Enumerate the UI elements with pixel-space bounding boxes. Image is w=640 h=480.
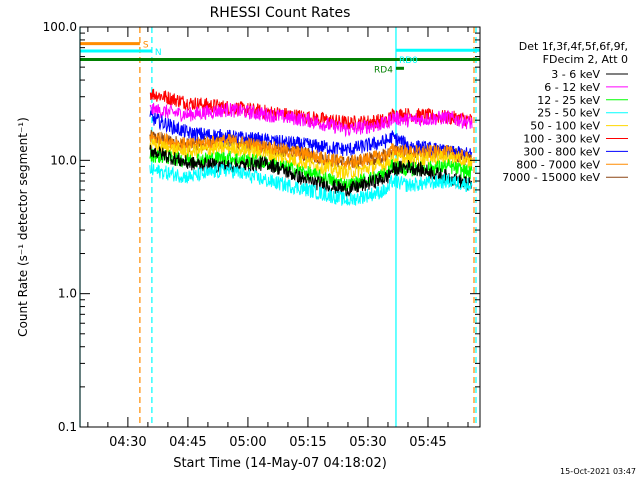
flag-label-RD0: RD0	[399, 56, 418, 66]
series-line-800-7000keV	[149, 131, 473, 171]
series-line-6-12keV	[149, 102, 473, 138]
legend-entry-label: 7000 - 15000 keV	[502, 171, 600, 184]
timestamp: 15-Oct-2021 03:47	[560, 467, 636, 476]
chart-title: RHESSI Count Rates	[210, 5, 351, 21]
x-tick-label: 04:45	[169, 435, 206, 450]
y-tick-label: 1.0	[58, 287, 77, 301]
x-tick-label: 05:45	[409, 435, 446, 450]
x-tick-label: 05:15	[289, 435, 326, 450]
x-tick-label: 05:00	[229, 435, 266, 450]
flag-bars: SN RD0 RD4	[80, 41, 480, 75]
y-axis-label: Count Rate (s⁻¹ detector segment⁻¹)	[16, 117, 30, 337]
series-line-25-50keV	[149, 162, 473, 207]
flag-label-RD4: RD4	[374, 65, 393, 75]
y-tick-label: 10.0	[50, 153, 77, 167]
legend-entry-label: 3 - 6 keV	[551, 68, 600, 81]
legend-entry-label: 300 - 800 keV	[523, 145, 600, 158]
legend-entry-label: 6 - 12 keV	[544, 81, 600, 94]
legend-entry-label: 50 - 100 keV	[530, 120, 600, 133]
vertical-marker-lines	[79, 27, 477, 427]
series-line-100-300keV	[149, 88, 473, 130]
legend-header-line: Det 1f,3f,4f,5f,6f,9f,	[519, 40, 628, 53]
legend-entry-label: 25 - 50 keV	[537, 107, 600, 120]
legend: Det 1f,3f,4f,5f,6f,9f,FDecim 2, Att 0 3 -…	[502, 40, 628, 184]
series-line-50-100keV	[149, 138, 473, 181]
x-tick-label: 05:30	[349, 435, 386, 450]
y-tick-label: 0.1	[58, 420, 77, 434]
x-axis-label: Start Time (14-May-07 04:18:02)	[173, 456, 387, 471]
legend-entry-label: 12 - 25 keV	[537, 94, 600, 107]
legend-entry-label: 800 - 7000 keV	[516, 158, 600, 171]
flag-label-N: N	[155, 48, 162, 58]
y-axis: 0.1 1.0 10.0 100.0	[43, 20, 480, 434]
plot-frame	[79, 26, 481, 428]
series-line-3-6keV	[149, 144, 473, 199]
x-axis: 04:30 04:45 05:00 05:15 05:30 05:45	[87, 27, 469, 450]
flag-label-S: S	[143, 41, 149, 51]
series-layer	[149, 88, 473, 207]
x-tick-label: 04:30	[109, 435, 146, 450]
legend-header-line: FDecim 2, Att 0	[543, 53, 628, 66]
legend-entry-label: 100 - 300 keV	[523, 133, 600, 146]
y-tick-label: 100.0	[43, 20, 77, 34]
series-line-300-800keV	[149, 110, 473, 161]
